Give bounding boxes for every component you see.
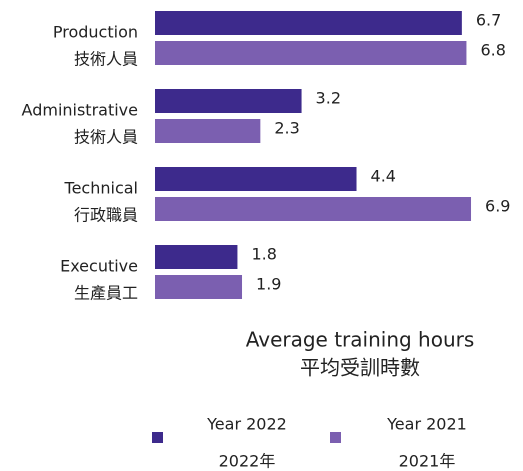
legend-swatch: [152, 432, 163, 443]
category-label: Production: [53, 23, 138, 42]
value-label: 6.7: [476, 11, 501, 30]
axis-title: 平均受訓時數: [300, 356, 420, 380]
value-label: 2.3: [274, 119, 299, 138]
axis-title: Average training hours: [246, 328, 475, 352]
category-label: 行政職員: [74, 206, 138, 225]
value-label: 4.4: [371, 167, 396, 186]
bar: [155, 167, 357, 191]
bar: [155, 41, 467, 65]
category-label: Technical: [64, 179, 138, 198]
bar: [155, 11, 462, 35]
value-label: 3.2: [316, 89, 341, 108]
bar: [155, 89, 302, 113]
legend-label: Year 2022: [206, 415, 287, 434]
legend-label: Year 2021: [386, 415, 467, 434]
category-label: 技術人員: [74, 50, 138, 69]
category-label: Executive: [60, 257, 138, 276]
value-label: 6.8: [480, 41, 505, 60]
bar: [155, 197, 472, 221]
value-label: 1.8: [251, 245, 276, 264]
bar: [155, 275, 243, 299]
legend-swatch: [330, 432, 341, 443]
legend-label: 2022年: [219, 452, 276, 471]
value-label: 6.9: [485, 197, 510, 216]
bar: [155, 245, 238, 269]
legend-label: 2021年: [399, 452, 456, 471]
category-label: 技術人員: [74, 128, 138, 147]
category-label: Administrative: [22, 101, 138, 120]
category-label: 生產員工: [74, 284, 138, 303]
bar: [155, 119, 261, 143]
value-label: 1.9: [256, 275, 281, 294]
